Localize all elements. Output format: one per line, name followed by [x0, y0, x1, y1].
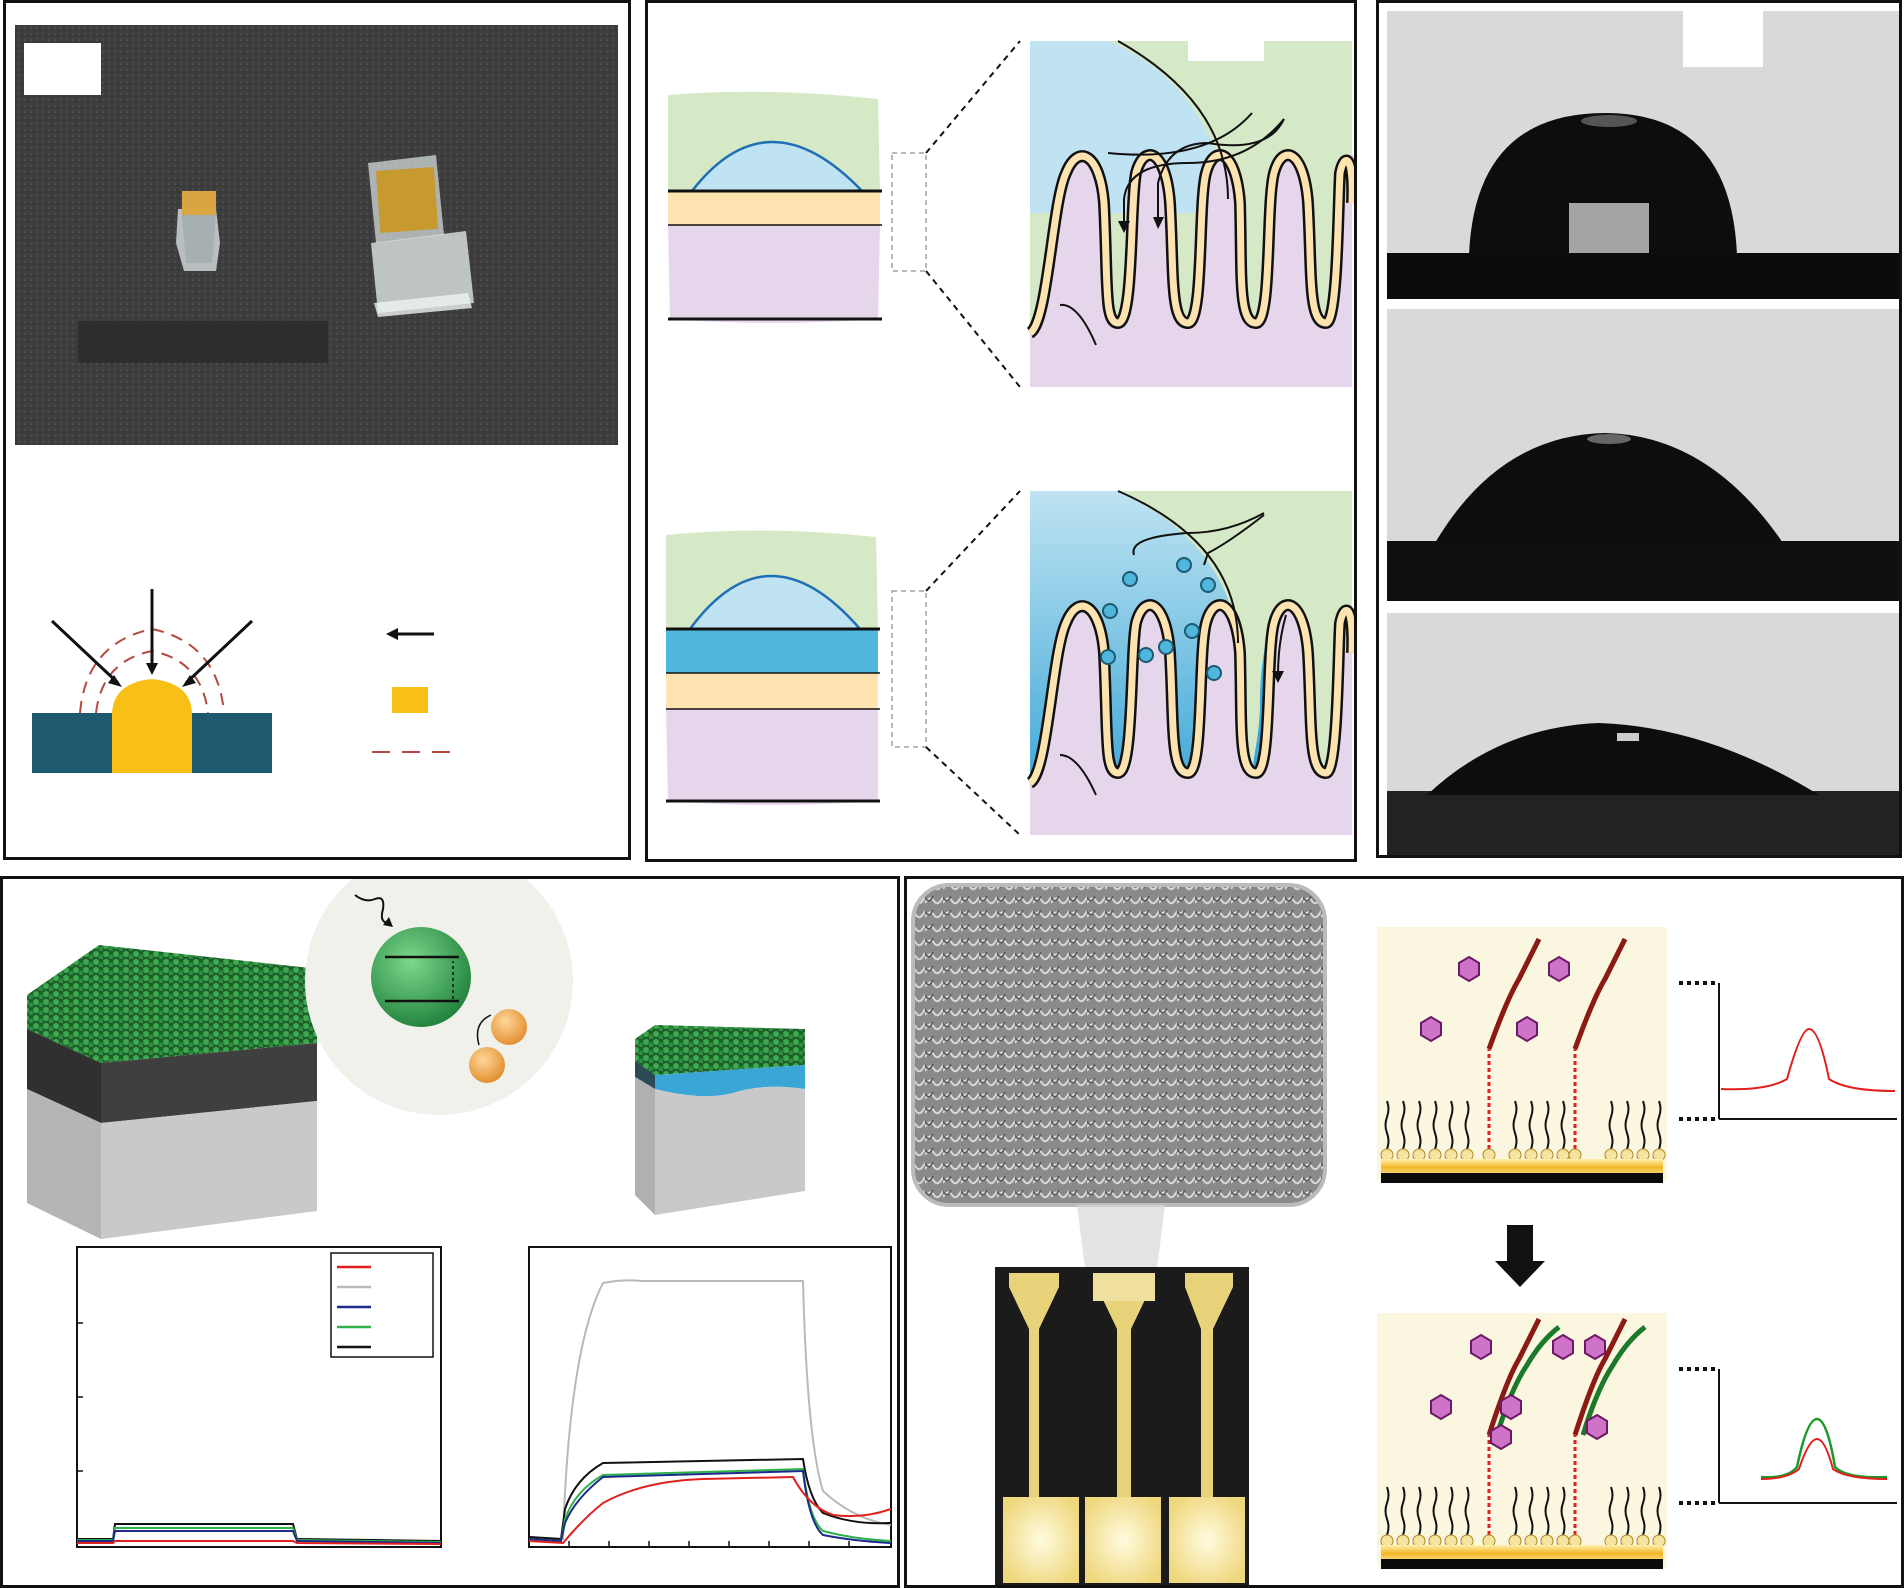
contact-angle-panel [1376, 0, 1902, 858]
droplet-photo-3 [1387, 613, 1899, 855]
photocurrent-chart-right [528, 1246, 892, 1548]
signal-bracket-after [1679, 1367, 1897, 1505]
plasmonic-schematic [32, 589, 272, 773]
droplet-photo-1 [1387, 11, 1899, 299]
scale-bar [78, 321, 328, 363]
wet-state-zoom [1025, 490, 1354, 835]
chart-legend [330, 1252, 434, 1358]
down-arrow-icon [1495, 1225, 1545, 1287]
label-box [24, 43, 101, 95]
heterostructure-block [635, 1025, 805, 1215]
photo-label-box [1683, 11, 1763, 67]
trace-black [77, 1523, 442, 1542]
wet-state-layers [666, 490, 1021, 836]
signal-bracket-before [1679, 981, 1897, 1121]
probe-scheme-after [1377, 1313, 1667, 1569]
sem-image [911, 883, 1327, 1269]
arrow-left-icon [386, 628, 434, 640]
trace-gray-2 [528, 1279, 892, 1541]
trace-red [77, 1540, 442, 1545]
photo-device-panel [3, 0, 631, 860]
trace-red-2 [528, 1475, 892, 1545]
trace-blue-2 [528, 1469, 892, 1544]
device-photo [15, 25, 618, 445]
large-chip [368, 155, 474, 317]
schematic-legend [372, 628, 462, 753]
trace-blue [77, 1530, 442, 1544]
electrode-photo [995, 1267, 1249, 1585]
photocurrent-chart-left [76, 1246, 442, 1548]
photodetector-panel [0, 876, 900, 1588]
energy-level-inset [305, 879, 573, 1115]
dry-state-layers [668, 40, 1021, 388]
probe-scheme-before [1377, 927, 1667, 1183]
quantum-dot-film-block [27, 945, 319, 1239]
dry-state-zoom [1025, 40, 1354, 387]
biosensor-panel [904, 876, 1904, 1588]
small-chip [176, 191, 220, 271]
trace-black-2 [528, 1457, 892, 1541]
droplet-photo-2 [1387, 309, 1899, 601]
gold-square-icon [392, 687, 428, 713]
wetting-diagram-panel [645, 0, 1357, 862]
